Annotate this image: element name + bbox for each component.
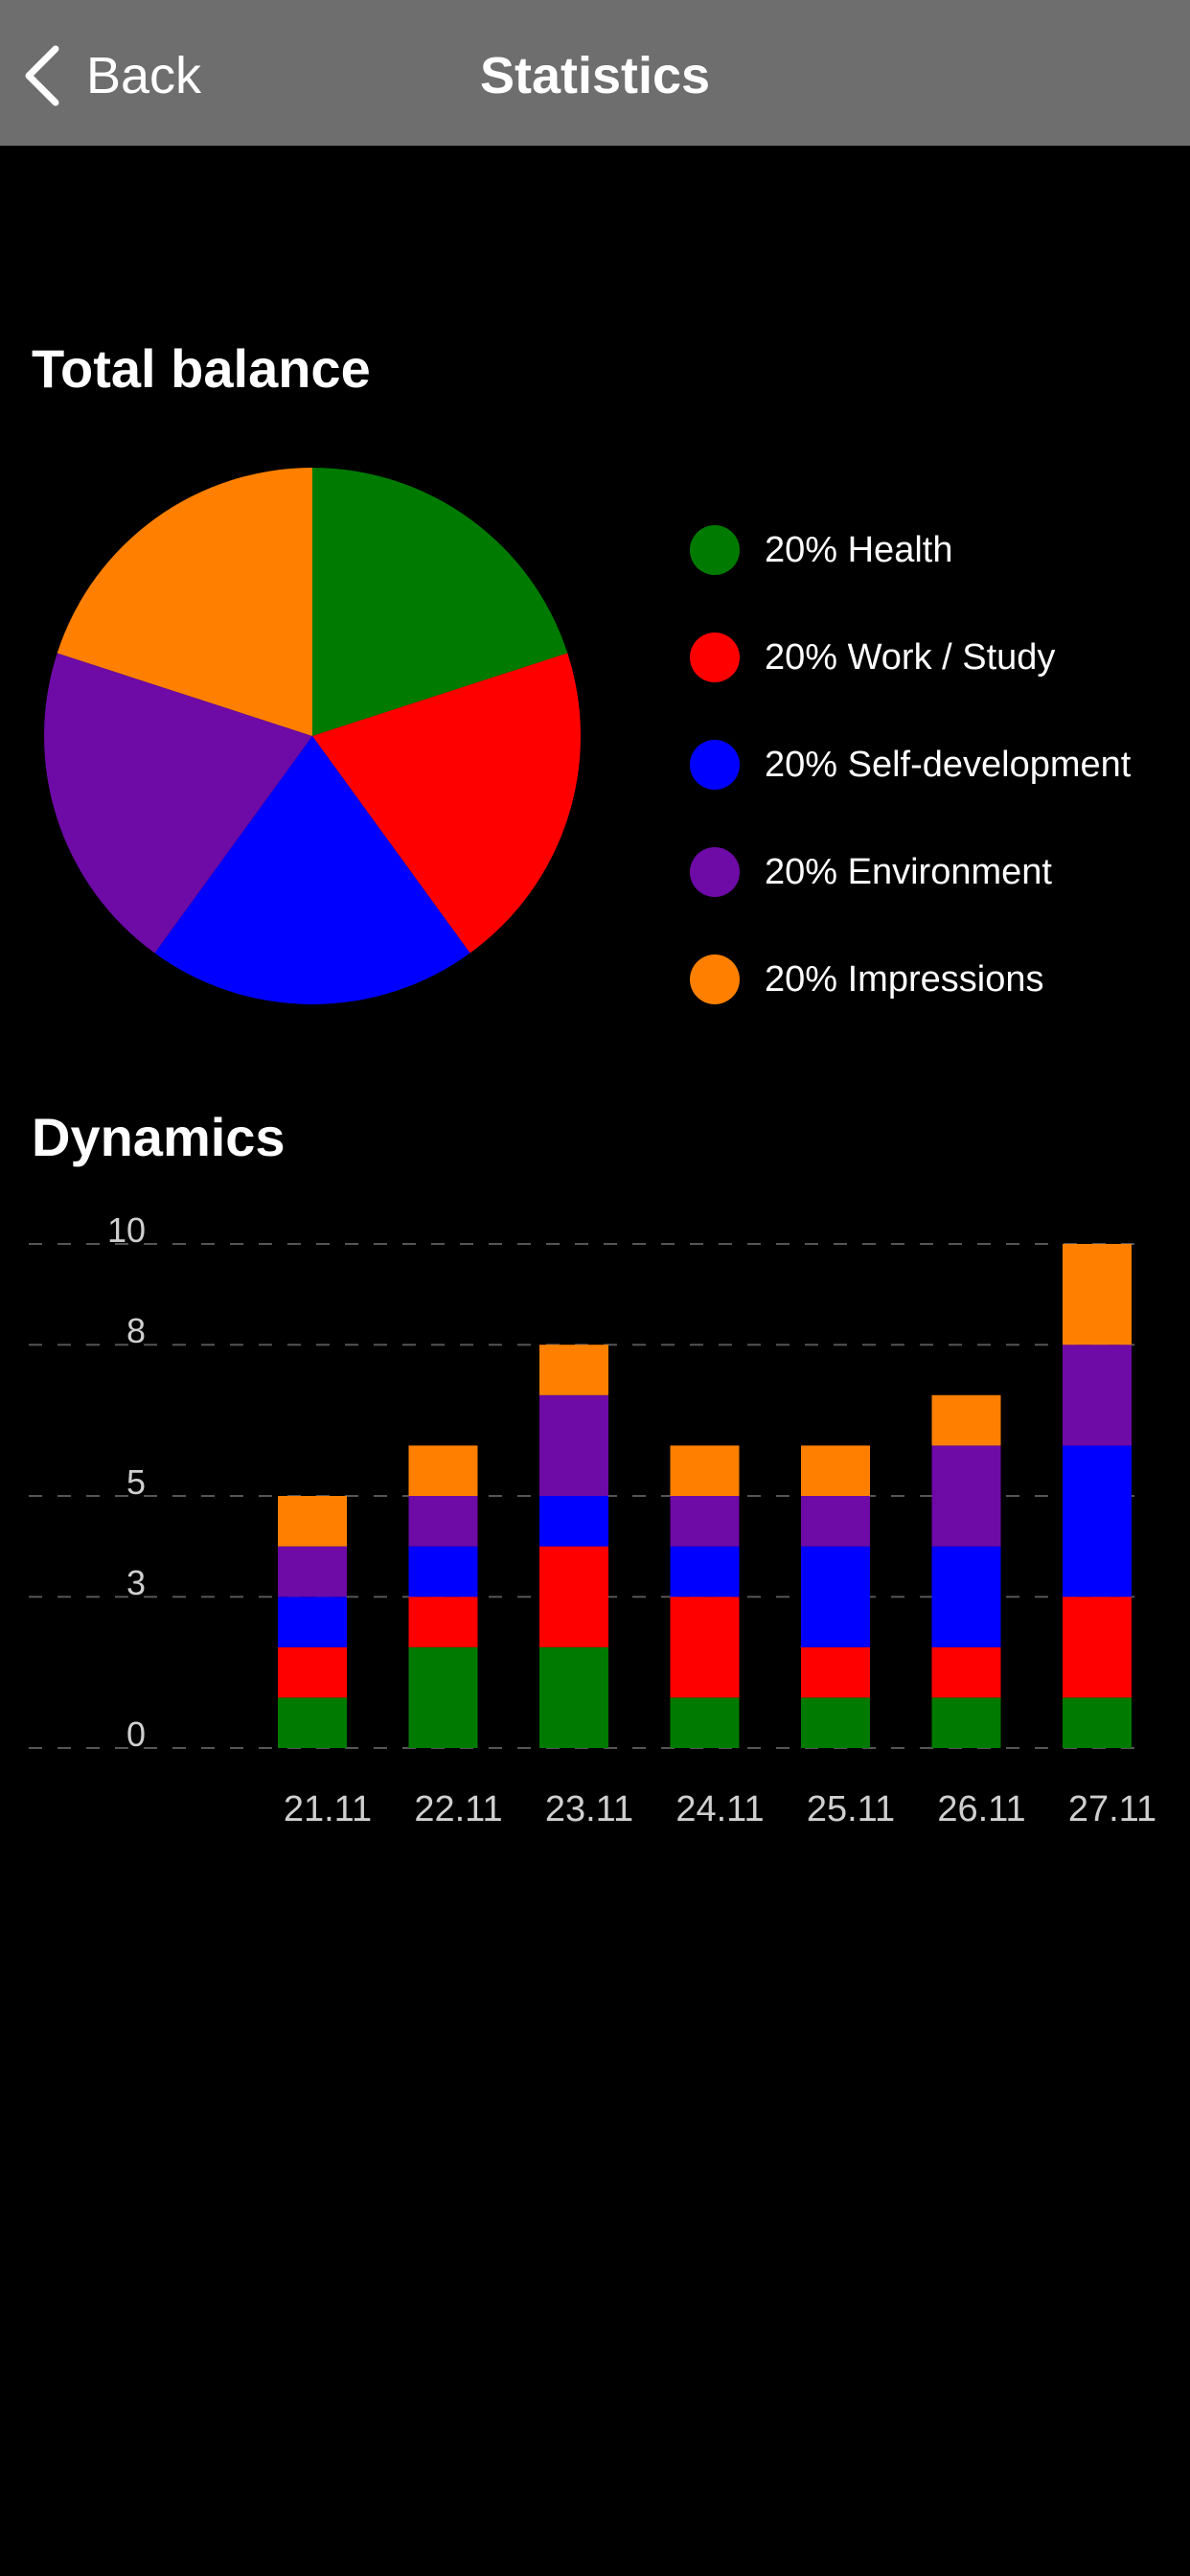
legend-item: 20% Environment bbox=[690, 818, 1131, 926]
bar-segment bbox=[670, 1546, 740, 1598]
bar-segment bbox=[801, 1697, 870, 1748]
legend-dot bbox=[690, 632, 740, 682]
back-label: Back bbox=[86, 47, 202, 104]
x-tick-label: 27.11 bbox=[1068, 1789, 1156, 1829]
bar-segment bbox=[278, 1597, 347, 1647]
bar-segment bbox=[539, 1345, 608, 1395]
balance-pie-chart bbox=[43, 468, 582, 1004]
bar-segment bbox=[539, 1496, 608, 1547]
dynamics-title: Dynamics bbox=[32, 1107, 286, 1167]
bar-segment bbox=[1063, 1345, 1132, 1446]
bar-segment bbox=[539, 1546, 608, 1647]
y-tick-label: 8 bbox=[126, 1311, 146, 1350]
bar-segment bbox=[278, 1646, 347, 1698]
legend-item: 20% Self-development bbox=[690, 711, 1131, 818]
bar-segment bbox=[408, 1445, 478, 1496]
legend-label: 20% Impressions bbox=[765, 958, 1044, 1000]
bar-segment bbox=[539, 1646, 608, 1748]
bar-segment bbox=[670, 1697, 740, 1748]
y-tick-label: 5 bbox=[126, 1462, 146, 1502]
x-tick-label: 26.11 bbox=[937, 1789, 1025, 1829]
bar-segment bbox=[801, 1546, 870, 1647]
pie-slice-health bbox=[312, 468, 568, 736]
navigation-bar: Back Statistics bbox=[0, 0, 1190, 146]
bar-segment bbox=[278, 1496, 347, 1547]
pie-slice-work-study bbox=[312, 653, 582, 954]
pie-slice-self-development bbox=[154, 736, 470, 1004]
bar-segment bbox=[670, 1597, 740, 1698]
pie-slice-impressions bbox=[57, 468, 313, 736]
legend-item: 20% Health bbox=[690, 496, 1131, 604]
bar-segment bbox=[670, 1496, 740, 1547]
bar-segment bbox=[931, 1394, 1001, 1446]
legend-label: 20% Work / Study bbox=[765, 636, 1056, 678]
x-tick-label: 25.11 bbox=[807, 1789, 895, 1829]
legend-label: 20% Environment bbox=[765, 851, 1052, 892]
page-title: Statistics bbox=[479, 47, 711, 104]
bar-segment bbox=[801, 1496, 870, 1547]
bar-segment bbox=[539, 1394, 608, 1496]
legend-dot bbox=[690, 847, 740, 897]
bar-segment bbox=[801, 1646, 870, 1698]
bar-segment bbox=[408, 1496, 478, 1547]
x-tick-label: 22.11 bbox=[414, 1789, 502, 1829]
total-balance-title: Total balance bbox=[32, 338, 371, 399]
dynamics-bar-chart: 0 3 5 8 10 21.11 22.11 23.11 24.11 25.11 26.11 27.1… bbox=[29, 1210, 1156, 1829]
legend-item: 20% Impressions bbox=[690, 926, 1131, 1033]
back-button[interactable]: Back bbox=[23, 42, 201, 109]
legend-dot bbox=[690, 525, 740, 575]
bar-segment bbox=[408, 1597, 478, 1647]
bar-segment bbox=[1063, 1244, 1132, 1346]
bar-segment bbox=[278, 1697, 347, 1748]
bar-segment bbox=[1063, 1697, 1132, 1748]
legend-item: 20% Work / Study bbox=[690, 604, 1131, 711]
bar-segment bbox=[931, 1445, 1001, 1547]
x-tick-label: 21.11 bbox=[284, 1789, 372, 1829]
bar-segment bbox=[408, 1546, 478, 1598]
legend-label: 20% Health bbox=[765, 529, 953, 570]
bar-segment bbox=[931, 1646, 1001, 1698]
x-tick-label: 23.11 bbox=[545, 1789, 633, 1829]
pie-slice-environment bbox=[43, 653, 312, 954]
pie-legend: 20% Health 20% Work / Study 20% Self-devel… bbox=[690, 496, 1131, 1087]
y-tick-label: 0 bbox=[126, 1714, 146, 1754]
x-tick-label: 24.11 bbox=[675, 1789, 764, 1829]
legend-label: 20% Self-development bbox=[765, 744, 1132, 785]
bar-segment bbox=[278, 1546, 347, 1598]
bar-segment bbox=[1063, 1597, 1132, 1698]
legend-dot bbox=[690, 740, 740, 790]
y-tick-label: 10 bbox=[107, 1210, 146, 1250]
bar-segment bbox=[931, 1697, 1001, 1748]
bar-segment bbox=[408, 1646, 478, 1748]
bar-segment bbox=[801, 1445, 870, 1496]
legend-dot bbox=[690, 954, 740, 1004]
bar-segment bbox=[931, 1546, 1001, 1647]
y-tick-label: 3 bbox=[126, 1563, 146, 1602]
bar-segment bbox=[670, 1445, 740, 1496]
bar-segment bbox=[1063, 1445, 1132, 1598]
chevron-left-icon bbox=[25, 45, 59, 106]
